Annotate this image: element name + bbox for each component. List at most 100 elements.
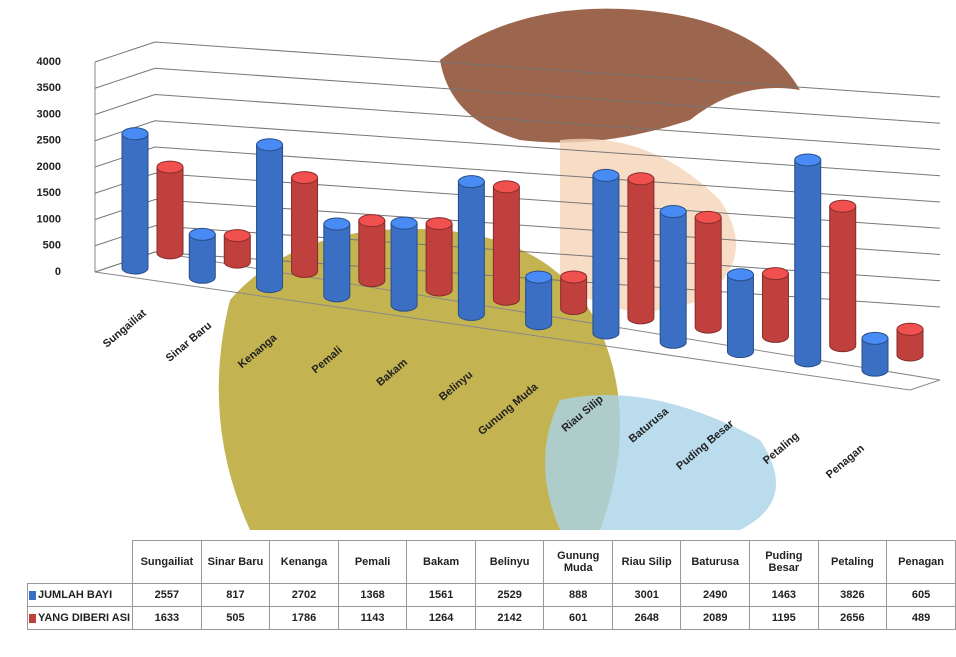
table-category: Puding Besar <box>749 540 819 584</box>
cylinder <box>694 216 722 334</box>
table-value: 1633 <box>131 606 202 630</box>
table-category: Belinyu <box>474 540 545 584</box>
grid-line <box>94 120 941 177</box>
table-value: 505 <box>200 606 271 630</box>
table-category: Penagan <box>886 540 956 584</box>
cylinder <box>457 181 485 321</box>
cylinder <box>627 178 655 325</box>
table-value: 2656 <box>817 606 888 630</box>
cylinder <box>896 328 924 362</box>
table-row: YANG DIBERI ASI 1633 505 1786 1143 1264 2142 60… <box>27 606 956 630</box>
cylinder <box>358 220 386 288</box>
cylinder-top <box>156 160 184 174</box>
table-value: 2490 <box>680 583 751 607</box>
cylinder <box>794 159 822 368</box>
cylinder <box>560 276 588 316</box>
y-tick-label: 2000 <box>37 161 61 173</box>
grid-line <box>94 41 941 98</box>
cylinder-top <box>861 331 889 345</box>
cylinder <box>156 166 184 260</box>
legend-swatch <box>29 613 36 623</box>
table-category: Sinar Baru <box>200 540 271 584</box>
cylinder <box>425 223 453 297</box>
cylinder-top <box>323 217 351 231</box>
table-value: 888 <box>543 583 614 607</box>
table-corner <box>27 540 133 584</box>
table-value: 1143 <box>337 606 408 630</box>
table-value: 1561 <box>406 583 476 607</box>
x-tick-label: Petaling <box>761 430 801 467</box>
legend-swatch <box>29 590 36 600</box>
cylinder <box>390 222 418 312</box>
table-category: Sungailiat <box>131 540 202 584</box>
table-value: 1463 <box>749 583 819 607</box>
table-value: 2529 <box>474 583 545 607</box>
cylinder <box>659 211 687 349</box>
table-value: 817 <box>200 583 271 607</box>
table-value: 2089 <box>680 606 751 630</box>
y-tick-label: 4000 <box>37 56 61 68</box>
cylinder-top <box>457 175 485 189</box>
y-tick-label: 500 <box>43 240 61 252</box>
cylinder-top <box>560 270 588 284</box>
table-value: 2648 <box>612 606 682 630</box>
table-value: 489 <box>886 606 956 630</box>
y-tick-label: 3500 <box>37 82 61 94</box>
grid-line <box>94 146 941 203</box>
cylinder-top <box>121 127 149 141</box>
y-tick-label: 3000 <box>37 108 61 120</box>
y-tick-label: 1000 <box>37 213 61 225</box>
table-category: Gunung Muda <box>543 540 614 584</box>
table-value: 1368 <box>337 583 408 607</box>
cylinder-top <box>659 205 687 219</box>
table-header-row: Sungailiat Sinar Baru Kenanga Pemali Bakam Be… <box>27 540 956 584</box>
table-category: Baturusa <box>680 540 751 584</box>
table-category: Kenanga <box>269 540 339 584</box>
cylinder-top <box>425 217 453 231</box>
data-table: Sungailiat Sinar Baru Kenanga Pemali Bakam Be… <box>27 540 956 630</box>
table-value: 2142 <box>474 606 545 630</box>
table-category: Riau Silip <box>612 540 682 584</box>
cylinder <box>525 276 553 331</box>
table-value: 3826 <box>817 583 888 607</box>
plot <box>121 127 924 377</box>
legend-entry: YANG DIBERI ASI <box>27 606 133 630</box>
legend-label: YANG DIBERI ASI <box>38 612 131 624</box>
cylinder <box>861 337 889 377</box>
cylinder-top <box>829 199 857 213</box>
cylinder-top <box>188 227 216 241</box>
cylinder-top <box>726 268 754 282</box>
table-value: 1786 <box>269 606 339 630</box>
cylinder-top <box>794 153 822 167</box>
table-value: 1195 <box>749 606 819 630</box>
table-value: 3001 <box>612 583 682 607</box>
legend-entry: JUMLAH BAYI <box>27 583 133 607</box>
cylinder-top <box>223 229 251 243</box>
cylinder <box>726 274 754 359</box>
cylinder <box>761 273 789 343</box>
cylinder-top <box>492 180 520 194</box>
table-value: 601 <box>543 606 614 630</box>
table-category: Petaling <box>817 540 888 584</box>
cylinder-top <box>291 171 319 185</box>
cylinder <box>223 235 251 269</box>
cylinder-top <box>896 322 924 336</box>
y-tick-label: 2500 <box>37 135 61 147</box>
table-category: Pemali <box>337 540 408 584</box>
cylinder-top <box>592 168 620 182</box>
cylinder <box>121 133 149 275</box>
cylinder <box>323 223 351 303</box>
cylinder <box>592 174 620 340</box>
cylinder <box>256 144 284 294</box>
y-tick-label: 0 <box>55 266 61 278</box>
cylinder-top <box>694 210 722 224</box>
cylinder <box>829 205 857 353</box>
cylinder-top <box>627 172 655 186</box>
table-value: 605 <box>886 583 956 607</box>
x-tick-label: Sinar Baru <box>164 320 214 365</box>
cylinder <box>291 177 319 278</box>
illustration-baby <box>545 395 776 530</box>
cylinder-top <box>761 267 789 281</box>
